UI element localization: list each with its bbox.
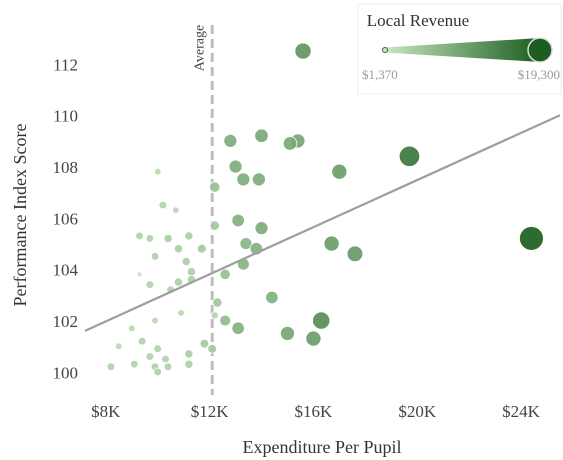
legend-max-circle xyxy=(527,37,553,63)
bubble xyxy=(186,267,196,277)
size-legend: Local Revenue $1,370 $19,300 xyxy=(357,3,562,95)
legend-min-label: $1,370 xyxy=(362,67,398,82)
bubble xyxy=(127,324,136,333)
bubble xyxy=(145,234,155,243)
bubble xyxy=(223,133,238,148)
bubble xyxy=(163,362,173,372)
x-tick-label: $24K xyxy=(502,402,541,421)
bubble xyxy=(251,172,266,187)
bubble xyxy=(130,359,139,369)
bubble xyxy=(153,167,162,176)
bubble xyxy=(177,309,185,317)
bubble xyxy=(209,181,221,193)
bubble xyxy=(114,342,123,350)
bubble xyxy=(145,352,155,361)
bubble xyxy=(145,280,155,289)
x-tick-label: $16K xyxy=(295,402,334,421)
bubble xyxy=(331,163,348,180)
bubble xyxy=(196,243,207,254)
bubble xyxy=(282,136,298,151)
x-tick-label: $12K xyxy=(191,402,230,421)
legend-max-label: $19,300 xyxy=(518,67,560,82)
y-tick-label: 104 xyxy=(53,261,79,280)
bubble xyxy=(305,330,322,347)
bubble xyxy=(207,343,218,354)
bubble xyxy=(212,297,223,308)
bubble xyxy=(184,359,194,369)
bubble xyxy=(346,245,364,263)
bubble xyxy=(219,314,232,327)
bubble xyxy=(294,42,312,60)
x-axis-title: Expenditure Per Pupil xyxy=(243,437,402,457)
bubble xyxy=(161,354,170,364)
bubble xyxy=(323,235,340,252)
bubble xyxy=(163,233,173,243)
bubble xyxy=(239,237,253,250)
bubble xyxy=(173,277,184,287)
bubble xyxy=(519,226,544,251)
x-tick-label: $20K xyxy=(398,402,437,421)
bubble xyxy=(231,321,245,335)
y-tick-label: 102 xyxy=(53,312,79,331)
bubble xyxy=(181,256,191,267)
y-tick-label: 106 xyxy=(53,209,79,228)
legend-min-circle xyxy=(382,47,388,53)
bubble xyxy=(265,290,279,305)
bubble xyxy=(184,231,194,241)
bubble xyxy=(153,344,162,354)
bubble xyxy=(398,145,421,167)
x-tick-label: $8K xyxy=(91,402,121,421)
bubble xyxy=(106,362,116,372)
legend-wedge xyxy=(385,38,540,62)
bubble xyxy=(153,367,162,377)
bubble xyxy=(172,206,180,214)
bubble xyxy=(254,221,269,236)
bubble xyxy=(173,244,184,254)
y-tick-label: 110 xyxy=(53,107,78,126)
bubble xyxy=(210,311,219,320)
bubble xyxy=(150,252,160,261)
y-tick-label: 112 xyxy=(53,55,78,74)
y-axis-title: Performance Index Score xyxy=(10,124,30,307)
bubble xyxy=(219,268,231,280)
bubble xyxy=(137,336,147,346)
bubble xyxy=(136,271,143,278)
bubble xyxy=(236,172,251,187)
bubble xyxy=(228,159,243,174)
trend-line xyxy=(84,114,561,332)
bubble xyxy=(151,316,159,325)
bubble xyxy=(231,213,245,228)
y-tick-label: 108 xyxy=(53,158,79,177)
y-tick-label: 100 xyxy=(53,363,79,382)
bubble xyxy=(158,200,168,210)
bubble xyxy=(209,220,220,231)
bubble xyxy=(254,128,269,143)
bubble xyxy=(135,231,144,241)
bubble xyxy=(279,325,295,341)
bubble xyxy=(199,338,210,349)
bubble xyxy=(184,349,194,359)
legend-title: Local Revenue xyxy=(367,11,469,30)
bubble xyxy=(312,311,331,330)
average-label: Average xyxy=(192,25,207,71)
